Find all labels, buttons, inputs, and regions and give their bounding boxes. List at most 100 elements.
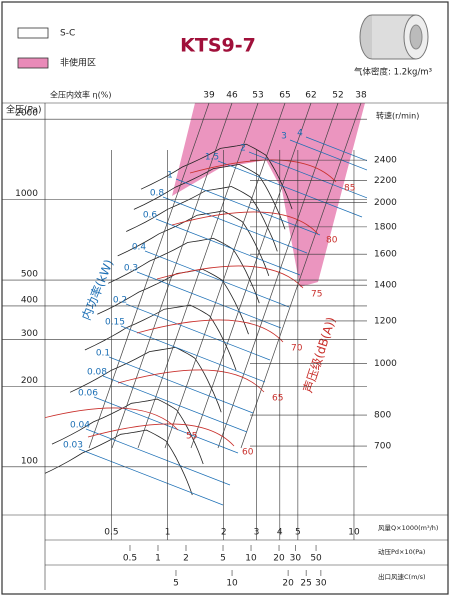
legend-swatch: [17, 57, 49, 69]
power-value: 4: [297, 129, 303, 139]
x-tick-label: 2: [221, 528, 227, 538]
plot-area: [45, 103, 367, 506]
noise-value: 55: [186, 432, 197, 442]
x-tick-label: 10: [245, 554, 257, 564]
legend-label: S-C: [60, 29, 75, 39]
power-value: 0.6: [143, 211, 158, 221]
power-line: [85, 428, 231, 486]
x-tick-label: 5: [173, 579, 179, 589]
x-tick-label: 5: [220, 554, 226, 564]
power-value: 1: [167, 171, 173, 181]
x-tick-label: 4: [277, 528, 283, 538]
power-line: [248, 151, 367, 199]
efficiency-value: 52: [332, 91, 343, 101]
power-value: 0.2: [113, 296, 127, 306]
noise-curve: [87, 423, 235, 447]
x-tick-label: 2: [183, 554, 189, 564]
efficiency-value: 39: [203, 91, 215, 101]
power-line: [175, 178, 321, 236]
power-value: 0.1: [96, 349, 110, 359]
noise-value: 65: [272, 394, 283, 404]
noise-value: 70: [291, 344, 303, 354]
power-line: [102, 375, 248, 433]
x-tick-label: 1: [165, 528, 171, 538]
fan-icon: [359, 14, 429, 60]
power-line: [93, 396, 239, 454]
x-tick-label: 20: [273, 554, 285, 564]
axis-label: 出口风速C(m/s): [378, 572, 426, 581]
power-value: 0.08: [87, 368, 107, 378]
y2-tick-label: 1800: [374, 222, 397, 232]
chart-title: KTS9-7: [180, 35, 256, 57]
y2-tick-label: 2200: [374, 176, 397, 186]
efficiency-line: [240, 103, 362, 449]
x-tick-label: 30: [315, 579, 327, 589]
x-tick-label: 30: [290, 554, 302, 564]
legend-swatch: [17, 27, 49, 39]
y-tick-label: 400: [21, 295, 38, 305]
x-tick-label: 0.5: [123, 554, 137, 564]
x-tick-label: 50: [310, 554, 322, 564]
y2-tick-label: 2000: [374, 198, 397, 208]
efficiency-line: [190, 103, 312, 449]
y-tick-label: 200: [21, 376, 38, 386]
noise-curve: [117, 369, 265, 393]
noise-value: 85: [344, 184, 355, 194]
power-value: 2: [240, 144, 246, 154]
power-value: 0.03: [63, 441, 83, 451]
x-tick-label: 5: [295, 528, 301, 538]
power-line: [78, 448, 224, 506]
power-line: [155, 218, 301, 276]
efficiency-value: 38: [355, 91, 367, 101]
efficiency-line: [137, 103, 259, 449]
y2-tick-label: 1600: [374, 250, 397, 260]
power-line: [120, 325, 266, 383]
power-line: [289, 139, 367, 171]
efficiency-label: 全压内效率 η(%): [50, 90, 111, 100]
y2-tick-label: 800: [374, 411, 391, 421]
axis-label: 动压Pd×10(Pa): [378, 548, 425, 556]
y-tick-label: 1000: [15, 189, 38, 199]
power-line: [144, 250, 290, 308]
power-line: [305, 136, 367, 162]
power-value: 1.5: [205, 153, 219, 163]
efficiency-value: 62: [305, 91, 316, 101]
power-line: [217, 160, 363, 218]
power-value: 0.3: [124, 264, 138, 274]
power-line: [162, 196, 308, 254]
x-axis-label: 风量Q×1000(m³/h): [378, 524, 438, 532]
y2-tick-label: 700: [374, 442, 391, 452]
x-tick-label: 3: [254, 528, 260, 538]
efficiency-value: 53: [252, 91, 263, 101]
power-value: 0.06: [78, 389, 98, 399]
noise-value: 75: [311, 290, 322, 300]
legend-label: 非使用区: [60, 57, 96, 69]
y-tick-label: 2000: [15, 109, 38, 119]
noise-curve: [45, 407, 179, 431]
efficiency-line: [164, 103, 286, 449]
power-value: 3: [281, 132, 287, 142]
x-tick-label: 20: [282, 579, 294, 589]
y2-tick-label: 1000: [374, 359, 397, 369]
noise-value: 60: [242, 448, 254, 458]
power-line: [125, 303, 271, 361]
power-value: 0.4: [132, 243, 147, 253]
y-axis-label: 全压(Pa): [6, 104, 42, 116]
x-tick-label: 0.5: [104, 528, 118, 538]
power-value: 0.8: [150, 189, 165, 199]
x-tick-label: 10: [226, 579, 238, 589]
noise-curve: [136, 319, 284, 343]
y2-tick-label: 1400: [374, 281, 397, 291]
power-line: [136, 271, 282, 329]
efficiency-value: 65: [279, 91, 290, 101]
y2-tick-label: 1200: [374, 316, 397, 326]
x-tick-label: 1: [155, 554, 161, 564]
density-note: 气体密度: 1.2kg/m³: [354, 67, 432, 78]
x-tick-label: 25: [300, 579, 311, 589]
y-tick-label: 100: [21, 456, 38, 466]
noise-value: 80: [326, 236, 338, 246]
power-value: 0.15: [105, 318, 125, 328]
noise-curve: [171, 211, 319, 235]
